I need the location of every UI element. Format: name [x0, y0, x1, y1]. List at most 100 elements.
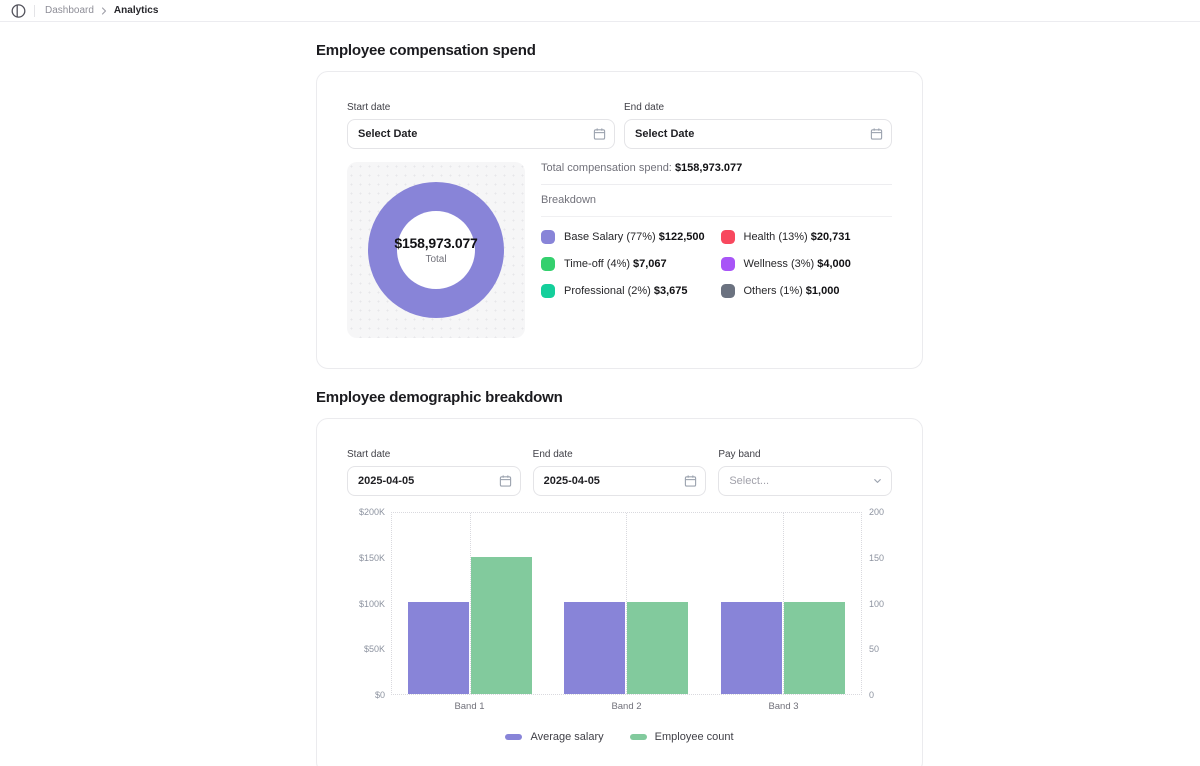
- pay-band-field: Pay band: [718, 449, 892, 496]
- legend-swatch: [720, 284, 735, 298]
- pay-band-label: Pay band: [718, 449, 761, 460]
- legend-item-professional: Professional (2%) $3,675: [541, 284, 713, 298]
- app-logo-icon[interactable]: [8, 2, 28, 20]
- donut-chart-panel: $158,973.077 Total: [347, 162, 525, 338]
- chevron-right-icon: [100, 6, 108, 15]
- demo-start-date-field: Start date: [347, 449, 521, 496]
- axis-tick: $0: [374, 690, 385, 700]
- gridline-vertical: [782, 513, 784, 694]
- bar-chart-plot[interactable]: [391, 512, 862, 695]
- bar-employee-count[interactable]: [783, 602, 845, 694]
- bar-employee-count[interactable]: [471, 557, 533, 694]
- demo-end-date-label: End date: [532, 449, 573, 460]
- legend-pill: [505, 734, 523, 740]
- gridline-vertical: [626, 513, 628, 694]
- calendar-icon[interactable]: [870, 128, 883, 141]
- legend-swatch: [541, 257, 555, 271]
- left-y-axis: $200K $150K $100K $50K $0: [347, 507, 391, 700]
- compensation-section-title: Employee compensation spend: [316, 42, 536, 59]
- legend-label: Employee count: [654, 731, 734, 743]
- legend-label: Wellness (3%): [743, 258, 815, 270]
- legend-value: $20,731: [810, 231, 851, 243]
- end-date-input[interactable]: [624, 119, 892, 149]
- compensation-donut-chart[interactable]: $158,973.077 Total: [368, 182, 504, 318]
- legend-value: $3,675: [653, 285, 688, 297]
- donut-total-label: Total: [425, 254, 447, 265]
- legend-label: Health (13%): [743, 231, 808, 243]
- end-date-label: End date: [624, 102, 665, 113]
- bar-employee-count[interactable]: [627, 602, 689, 694]
- demographic-bar-chart: $200K $150K $100K $50K $0 200 150 100 50 0: [347, 507, 892, 700]
- x-axis-label: Band 3: [768, 701, 799, 712]
- legend-item-health: Health (13%) $20,731: [720, 230, 893, 244]
- legend-value: $1,000: [805, 285, 840, 297]
- donut-center: $158,973.077 Total: [394, 211, 478, 289]
- legend-value: $7,067: [633, 258, 667, 270]
- legend-value: $4,000: [817, 258, 851, 270]
- demographic-section-title: Employee demographic breakdown: [316, 389, 563, 406]
- right-y-axis: 200 150 100 50 0: [862, 507, 892, 700]
- calendar-icon[interactable]: [684, 475, 697, 488]
- legend-label: Others (1%): [743, 285, 803, 297]
- demo-end-date-field: End date: [532, 449, 707, 496]
- calendar-icon[interactable]: [593, 128, 606, 141]
- legend-label: Time-off (4%): [564, 258, 631, 270]
- start-date-field: Start date: [347, 102, 615, 149]
- breadcrumb-analytics[interactable]: Analytics: [113, 5, 159, 16]
- demo-end-date-input[interactable]: [532, 466, 707, 496]
- axis-tick: 150: [869, 552, 885, 563]
- legend-swatch: [541, 230, 555, 244]
- axis-tick: 0: [869, 690, 875, 700]
- bar-average-salary[interactable]: [720, 602, 782, 694]
- axis-tick: 200: [869, 507, 885, 517]
- demographic-card: Start date End date: [316, 418, 923, 766]
- bar-band-3: [705, 513, 861, 694]
- legend-label: Professional (2%): [564, 285, 651, 297]
- bar-band-1: [392, 513, 548, 694]
- breakdown-label: Breakdown: [541, 185, 892, 217]
- x-axis-label: Band 1: [454, 701, 485, 712]
- axis-tick: $150K: [358, 552, 385, 563]
- axis-tick: $100K: [358, 598, 385, 609]
- legend-item-wellness: Wellness (3%) $4,000: [720, 257, 893, 271]
- legend-pill: [629, 734, 647, 740]
- legend-item-average-salary[interactable]: Average salary: [505, 731, 604, 743]
- donut-legend: Base Salary (77%) $122,500 Health (13%) $…: [541, 230, 892, 298]
- bar-band-2: [548, 513, 704, 694]
- legend-item-base-salary: Base Salary (77%) $122,500: [541, 230, 713, 244]
- end-date-field: End date: [624, 102, 892, 149]
- start-date-input[interactable]: [347, 119, 615, 149]
- legend-swatch: [720, 257, 735, 271]
- x-axis-labels: Band 1 Band 2 Band 3: [391, 701, 862, 712]
- donut-total-value: $158,973.077: [394, 235, 478, 251]
- axis-tick: $200K: [358, 507, 385, 517]
- axis-tick: 100: [869, 598, 885, 609]
- top-bar: Dashboard Analytics: [0, 0, 1200, 22]
- bar-average-salary[interactable]: [408, 602, 470, 694]
- axis-tick: 50: [869, 644, 880, 655]
- legend-item-time-off: Time-off (4%) $7,067: [541, 257, 713, 271]
- total-compensation-value: $158,973.077: [674, 162, 743, 174]
- legend-label: Average salary: [530, 731, 604, 743]
- legend-swatch: [720, 230, 735, 244]
- demo-start-date-input[interactable]: [347, 466, 521, 496]
- demo-start-date-label: Start date: [347, 449, 391, 460]
- legend-label: Base Salary (77%): [564, 231, 656, 243]
- total-compensation-line: Total compensation spend: $158,973.077: [541, 162, 892, 185]
- bar-average-salary[interactable]: [564, 602, 626, 694]
- compensation-card: Start date End date: [316, 71, 923, 369]
- main-content: Employee compensation spend Start date E…: [316, 42, 923, 766]
- legend-swatch: [541, 284, 555, 298]
- start-date-label: Start date: [347, 102, 391, 113]
- pay-band-select[interactable]: [718, 466, 892, 496]
- legend-item-employee-count[interactable]: Employee count: [629, 731, 734, 743]
- breadcrumb-dashboard[interactable]: Dashboard: [45, 5, 94, 16]
- bar-chart-legend: Average salary Employee count: [347, 731, 892, 743]
- gridline-vertical: [470, 513, 472, 694]
- legend-item-others: Others (1%) $1,000: [720, 284, 893, 298]
- chevron-down-icon[interactable]: [872, 476, 883, 487]
- breadcrumb: Dashboard Analytics: [45, 5, 158, 16]
- x-axis-label: Band 2: [611, 701, 642, 712]
- legend-value: $122,500: [658, 231, 705, 243]
- calendar-icon[interactable]: [499, 475, 512, 488]
